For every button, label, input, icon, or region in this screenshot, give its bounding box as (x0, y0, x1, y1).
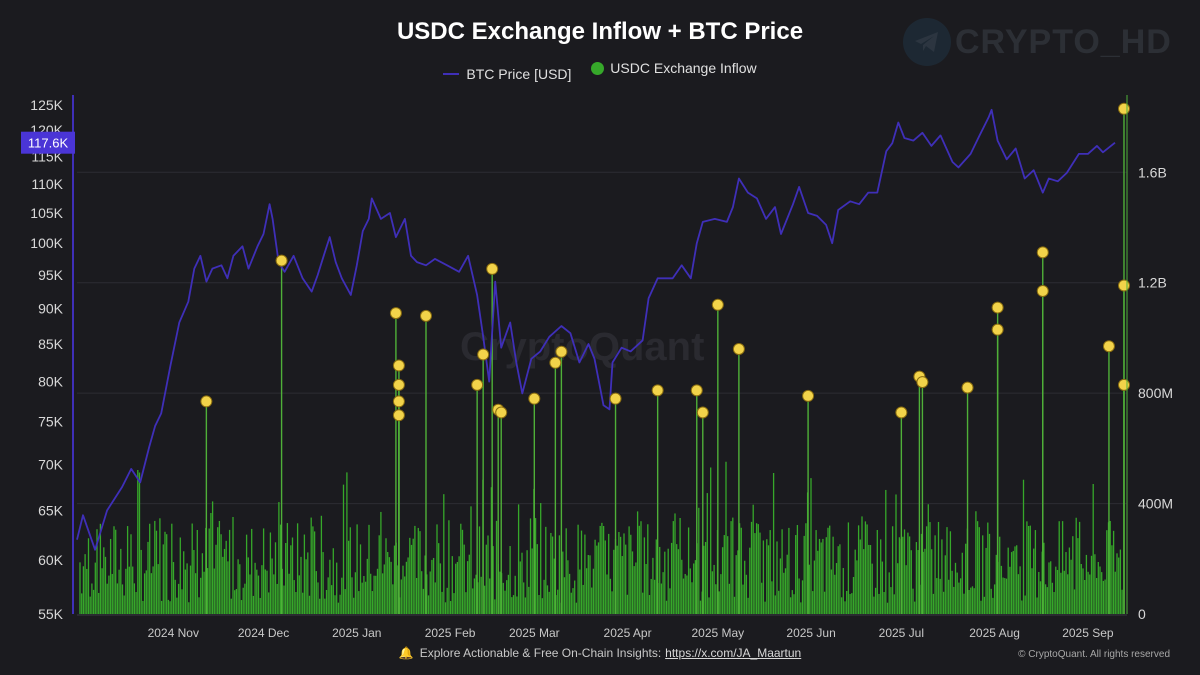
inflow-spike-dot (690, 384, 703, 397)
copyright: © CryptoQuant. All rights reserved (1018, 649, 1170, 660)
y-left-tick-label: 65K (38, 502, 64, 518)
inflow-spike-dot (392, 359, 405, 372)
current-price-badge (21, 131, 75, 154)
inflow-spike-dot (549, 356, 562, 369)
inflow-spike-dot (711, 298, 724, 311)
inflow-spike-dot (486, 262, 499, 275)
inflow-spike-dot (991, 323, 1004, 336)
crypto-hd-watermark: CRYPTO_HD (903, 18, 1172, 66)
inflow-spike-dot (471, 378, 484, 391)
watermark-text: CRYPTO_HD (955, 22, 1172, 61)
inflow-dot-swatch (591, 61, 605, 75)
inflow-spike-dot (419, 309, 432, 322)
x-tick-label: 2025 Jul (879, 626, 924, 640)
x-tick-label: 2025 Aug (969, 626, 1020, 640)
inflow-spike-dot (275, 254, 288, 267)
inflow-spike-dot (895, 406, 908, 419)
y-left-tick-label: 100K (30, 235, 63, 251)
inflow-spike-dot (1036, 246, 1049, 259)
y-right-tick-label: 400M (1138, 496, 1173, 512)
inflow-spike-dot (1117, 102, 1130, 115)
inflow-spike-dot (1117, 279, 1130, 292)
y-left-tick-label: 80K (38, 374, 64, 390)
y-left-tick-label: 60K (38, 552, 64, 568)
y-left-tick-label: 90K (38, 301, 64, 317)
chart-title: USDC Exchange Inflow + BTC Price (396, 18, 804, 45)
legend-label-btc: BTC Price [USD] (466, 65, 572, 82)
x-tick-label: 2025 Apr (604, 626, 652, 640)
footer: 🔔 Explore Actionable & Free On-Chain Insi… (0, 646, 1200, 660)
inflow-spike-dot (389, 307, 402, 320)
footer-text: Explore Actionable & Free On-Chain Insig… (419, 646, 662, 660)
inflow-spike-dot (696, 406, 709, 419)
x-tick-label: 2025 Jan (332, 626, 381, 640)
footer-link[interactable]: https://x.com/JA_Maartun (665, 646, 802, 660)
legend-item-inflow[interactable]: USDC Exchange Inflow (591, 60, 757, 76)
inflow-spike-dot (495, 406, 508, 419)
y-right-tick-label: 800M (1138, 385, 1173, 401)
inflow-spike-dot (1102, 340, 1115, 353)
inflow-spike-dot (732, 342, 745, 355)
y-right-tick-label: 1.6B (1138, 164, 1167, 180)
y-left-tick-label: 55K (38, 606, 64, 622)
current-price-label: 117.6K (28, 136, 69, 151)
inflow-spike-dot (916, 376, 929, 389)
inflow-spike-dot (1117, 378, 1130, 391)
inflow-spike-dot (991, 301, 1004, 314)
y-left-tick-label: 105K (30, 205, 63, 221)
y-left-tick-label: 110K (31, 176, 63, 192)
y-left-tick-label: 125K (30, 97, 63, 113)
inflow-spike-dot (528, 392, 541, 405)
inflow-spike-dot (392, 395, 405, 408)
legend-item-btc[interactable]: BTC Price [USD] (443, 66, 571, 82)
inflow-spike-dot (1036, 285, 1049, 298)
x-tick-label: 2025 Mar (509, 626, 560, 640)
inflow-spike-dot (802, 389, 815, 402)
x-tick-label: 2025 Jun (786, 626, 835, 640)
inflow-spike-dot (555, 345, 568, 358)
y-left-tick-label: 85K (38, 336, 64, 352)
y-right-tick-label: 1.2B (1138, 275, 1167, 291)
x-tick-label: 2025 Sep (1062, 626, 1114, 640)
y-left-tick-label: 95K (38, 267, 64, 283)
legend-label-inflow: USDC Exchange Inflow (610, 60, 757, 76)
y-left-tick-label: 75K (38, 414, 64, 430)
btc-line-swatch (443, 72, 460, 75)
inflow-spike-dot (477, 348, 490, 361)
y-left-tick-label: 70K (38, 456, 64, 472)
x-tick-label: 2025 May (691, 626, 744, 640)
inflow-spike-dot (609, 392, 622, 405)
inflow-spike-dot (961, 381, 974, 394)
telegram-icon (903, 18, 951, 66)
x-tick-label: 2024 Nov (148, 626, 199, 640)
x-tick-label: 2024 Dec (238, 626, 289, 640)
inflow-spike-dot (651, 384, 664, 397)
btc-price-line (76, 108, 1116, 551)
bell-icon: 🔔 (398, 646, 414, 660)
x-tick-label: 2025 Feb (425, 626, 476, 640)
legend: BTC Price [USD] USDC Exchange Inflow (0, 60, 1200, 82)
inflow-spike-dot (392, 378, 405, 391)
inflow-spike-dot (200, 395, 213, 408)
y-right-tick-label: 0 (1138, 606, 1146, 622)
inflow-spike-dot (392, 409, 405, 422)
